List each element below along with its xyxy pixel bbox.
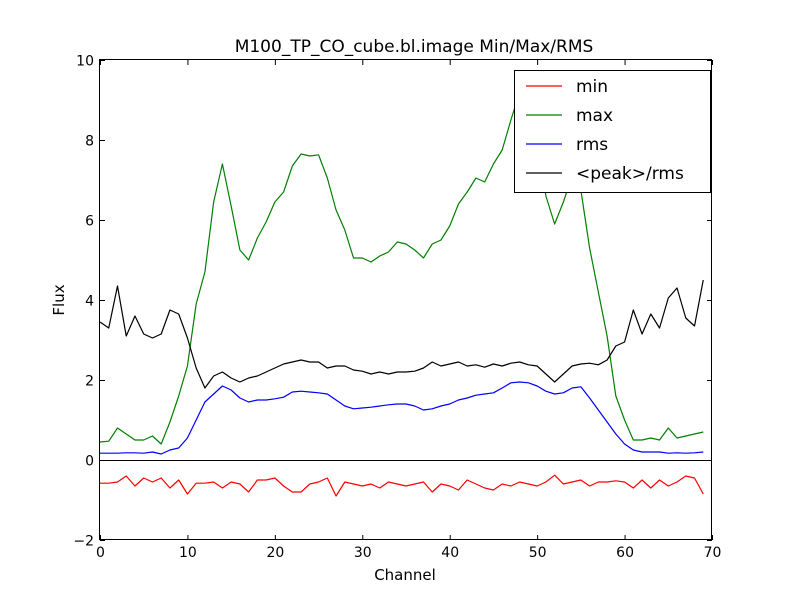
x-axis-label: Channel [374, 566, 436, 584]
x-axis: 0 10 20 30 40 50 60 70 [96, 60, 721, 561]
series-line-0 [100, 474, 704, 497]
legend-items: min max rms <peak>/rms [526, 77, 684, 184]
y-tick-label: 2 [85, 374, 94, 390]
series-line-1 [99, 91, 704, 445]
plot-frame [99, 59, 712, 540]
x-tick-label: 40 [441, 545, 459, 561]
y-tick-label: 8 [85, 134, 94, 150]
legend-label-1: max [576, 106, 613, 126]
y-tick-label: 4 [85, 294, 94, 310]
plot-area [99, 59, 712, 540]
x-tick-label: 70 [704, 545, 722, 561]
x-tick-label: 20 [266, 545, 284, 561]
legend-label-0: min [576, 77, 608, 97]
y-axis: −2 0 2 4 6 8 10 [73, 54, 712, 550]
legend-label-2: rms [576, 135, 608, 155]
series-line-2 [100, 381, 704, 455]
x-tick-label: 30 [354, 545, 372, 561]
y-tick-label: −2 [73, 534, 94, 550]
x-tick-label: 0 [96, 545, 105, 561]
legend-box [514, 70, 711, 193]
y-tick-label: 10 [76, 54, 94, 70]
x-tick-label: 10 [179, 545, 197, 561]
y-axis-label: Flux [50, 284, 68, 315]
series-line-3 [99, 279, 704, 389]
x-tick-label: 60 [616, 545, 634, 561]
y-tick-label: 6 [85, 214, 94, 230]
legend: min max rms <peak>/rms [514, 70, 711, 193]
legend-label-3: <peak>/rms [576, 164, 684, 184]
x-tick-label: 50 [529, 545, 547, 561]
y-tick-label: 0 [85, 454, 94, 470]
chart-title: M100_TP_CO_cube.bl.image Min/Max/RMS [235, 37, 594, 57]
series-layer [99, 91, 704, 497]
